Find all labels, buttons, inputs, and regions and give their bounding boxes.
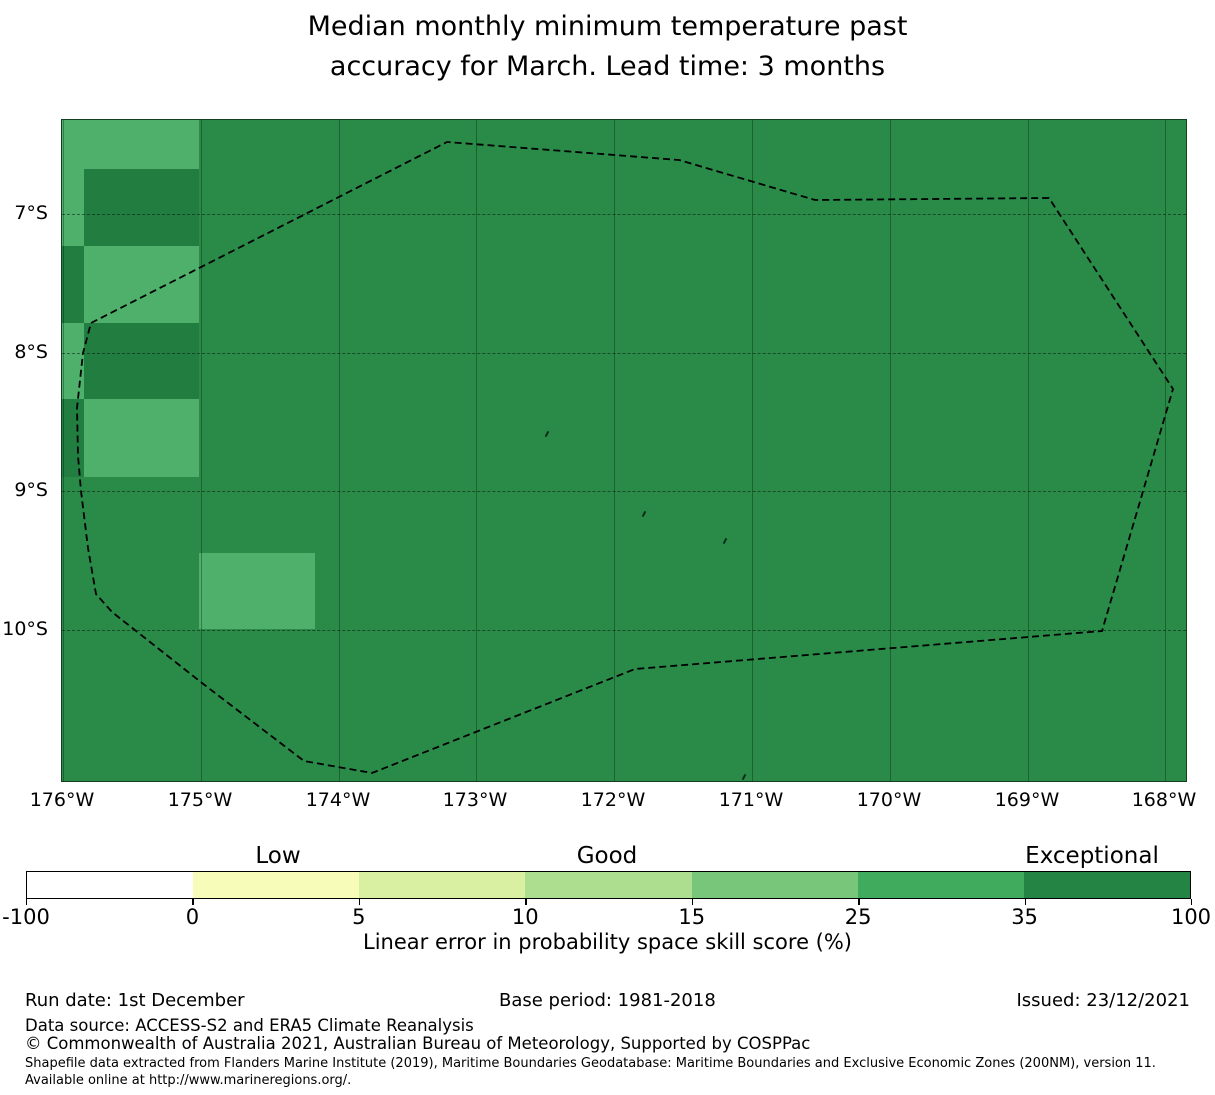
colorbar-segment [857,872,1024,898]
x-tick-label: 169°W [994,789,1060,811]
y-tick-label: 8°S [14,341,48,363]
footer-copyright: © Commonwealth of Australia 2021, Austra… [25,1034,811,1053]
eez-boundary-layer [76,141,1174,774]
colorbar-tick [1024,899,1026,905]
x-tick-label: 173°W [442,789,508,811]
footer-data-source: Data source: ACCESS-S2 and ERA5 Climate … [25,1016,474,1035]
colorbar-tick-label: 10 [511,905,539,929]
latitude-gridline [62,214,1186,215]
footer-base-period: Base period: 1981-2018 [499,990,716,1011]
latitude-gridline [62,353,1186,354]
eez-boundary-polygon [76,141,1174,774]
colorbar-segment [691,872,858,898]
longitude-gridline [890,120,891,781]
colorbar-tick [691,899,694,905]
skill-cell-dark [62,399,84,477]
colorbar-tick [192,899,194,905]
colorbar-tick [358,899,361,905]
colorbar-tick [26,899,28,905]
skill-cell-light [84,246,199,323]
chart-title-line2: accuracy for March. Lead time: 3 months [329,51,886,82]
colorbar-tick [1191,899,1193,905]
x-tick-label: 170°W [856,789,922,811]
longitude-gridline [339,120,340,781]
skill-cell-light [84,399,199,477]
y-tick-label: 10°S [2,618,48,640]
skill-cell-light [62,323,84,399]
colorbar-category-label: Exceptional [1025,843,1159,869]
colorbar-segment [27,872,194,898]
colorbar-axis-label: Linear error in probability space skill … [363,930,852,954]
longitude-gridline [1165,120,1166,781]
chart-title-line1: Median monthly minimum temperature past [307,11,908,42]
chart-title: Median monthly minimum temperature past … [0,7,1215,87]
skill-cell-light [62,120,199,169]
colorbar-category-label: Good [576,843,638,869]
longitude-gridline [476,120,477,781]
skill-cell-dark [84,323,199,399]
colorbar-segment [525,872,692,898]
colorbar-tick-label: 5 [352,905,366,929]
x-tick-label: 171°W [718,789,784,811]
longitude-gridline [201,120,202,781]
colorbar-tick-label: 25 [844,905,872,929]
colorbar-tick-label: 15 [678,905,706,929]
footer-issued-date: Issued: 23/12/2021 [1016,990,1190,1011]
colorbar [26,871,1191,899]
skill-cell-dark [62,246,84,323]
colorbar-tick-label: 35 [1011,905,1038,929]
skill-cell-dark [84,169,199,246]
x-tick-label: 172°W [580,789,646,811]
longitude-gridline [1028,120,1029,781]
colorbar-tick-label: 100 [1170,905,1212,929]
longitude-gridline [614,120,615,781]
map-plot-area [61,119,1187,782]
colorbar-tick [858,899,860,905]
skill-cell-light [62,169,84,246]
colorbar-tick-label: -100 [2,905,50,929]
x-tick-label: 174°W [305,789,371,811]
x-tick-label: 176°W [29,789,95,811]
colorbar-segment [193,872,360,898]
skill-cell-light [199,553,315,629]
colorbar-segment [1023,872,1190,898]
x-tick-label: 175°W [167,789,233,811]
longitude-gridline [63,120,64,781]
colorbar-segment [359,872,526,898]
colorbar-tick-label: 0 [185,905,200,929]
colorbar-category-label: Low [255,843,301,869]
footer-run-date: Run date: 1st December [25,990,245,1011]
latitude-gridline [62,630,1186,631]
colorbar-tick [525,899,527,905]
footer-shapefile-note: Shapefile data extracted from Flanders M… [25,1056,1156,1088]
x-tick-label: 168°W [1131,789,1197,811]
y-tick-label: 9°S [14,479,48,501]
y-tick-label: 7°S [14,202,48,224]
latitude-gridline [62,491,1186,492]
longitude-gridline [752,120,753,781]
